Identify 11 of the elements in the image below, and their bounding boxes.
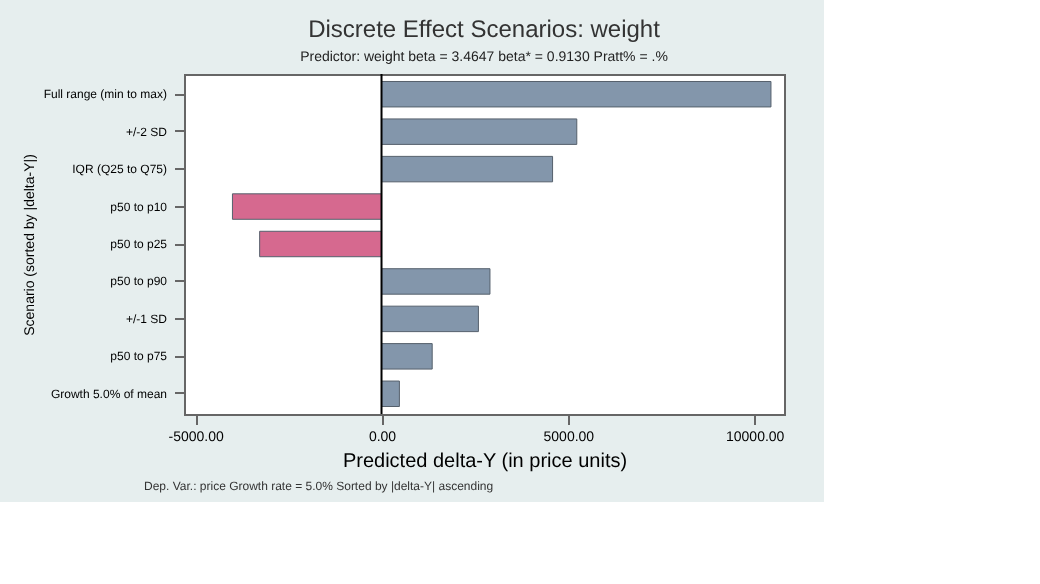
bar: [381, 305, 479, 333]
bar: [381, 380, 400, 408]
bar: [381, 80, 772, 108]
chart-title: Discrete Effect Scenarios: weight: [308, 15, 662, 43]
bar: [259, 230, 383, 258]
bar: [231, 193, 383, 220]
bar: [381, 343, 433, 370]
bar: [381, 155, 554, 183]
bar: [381, 268, 491, 295]
x-axis-title: Predicted delta-Y (in price units): [342, 451, 628, 473]
bar: [381, 118, 578, 145]
